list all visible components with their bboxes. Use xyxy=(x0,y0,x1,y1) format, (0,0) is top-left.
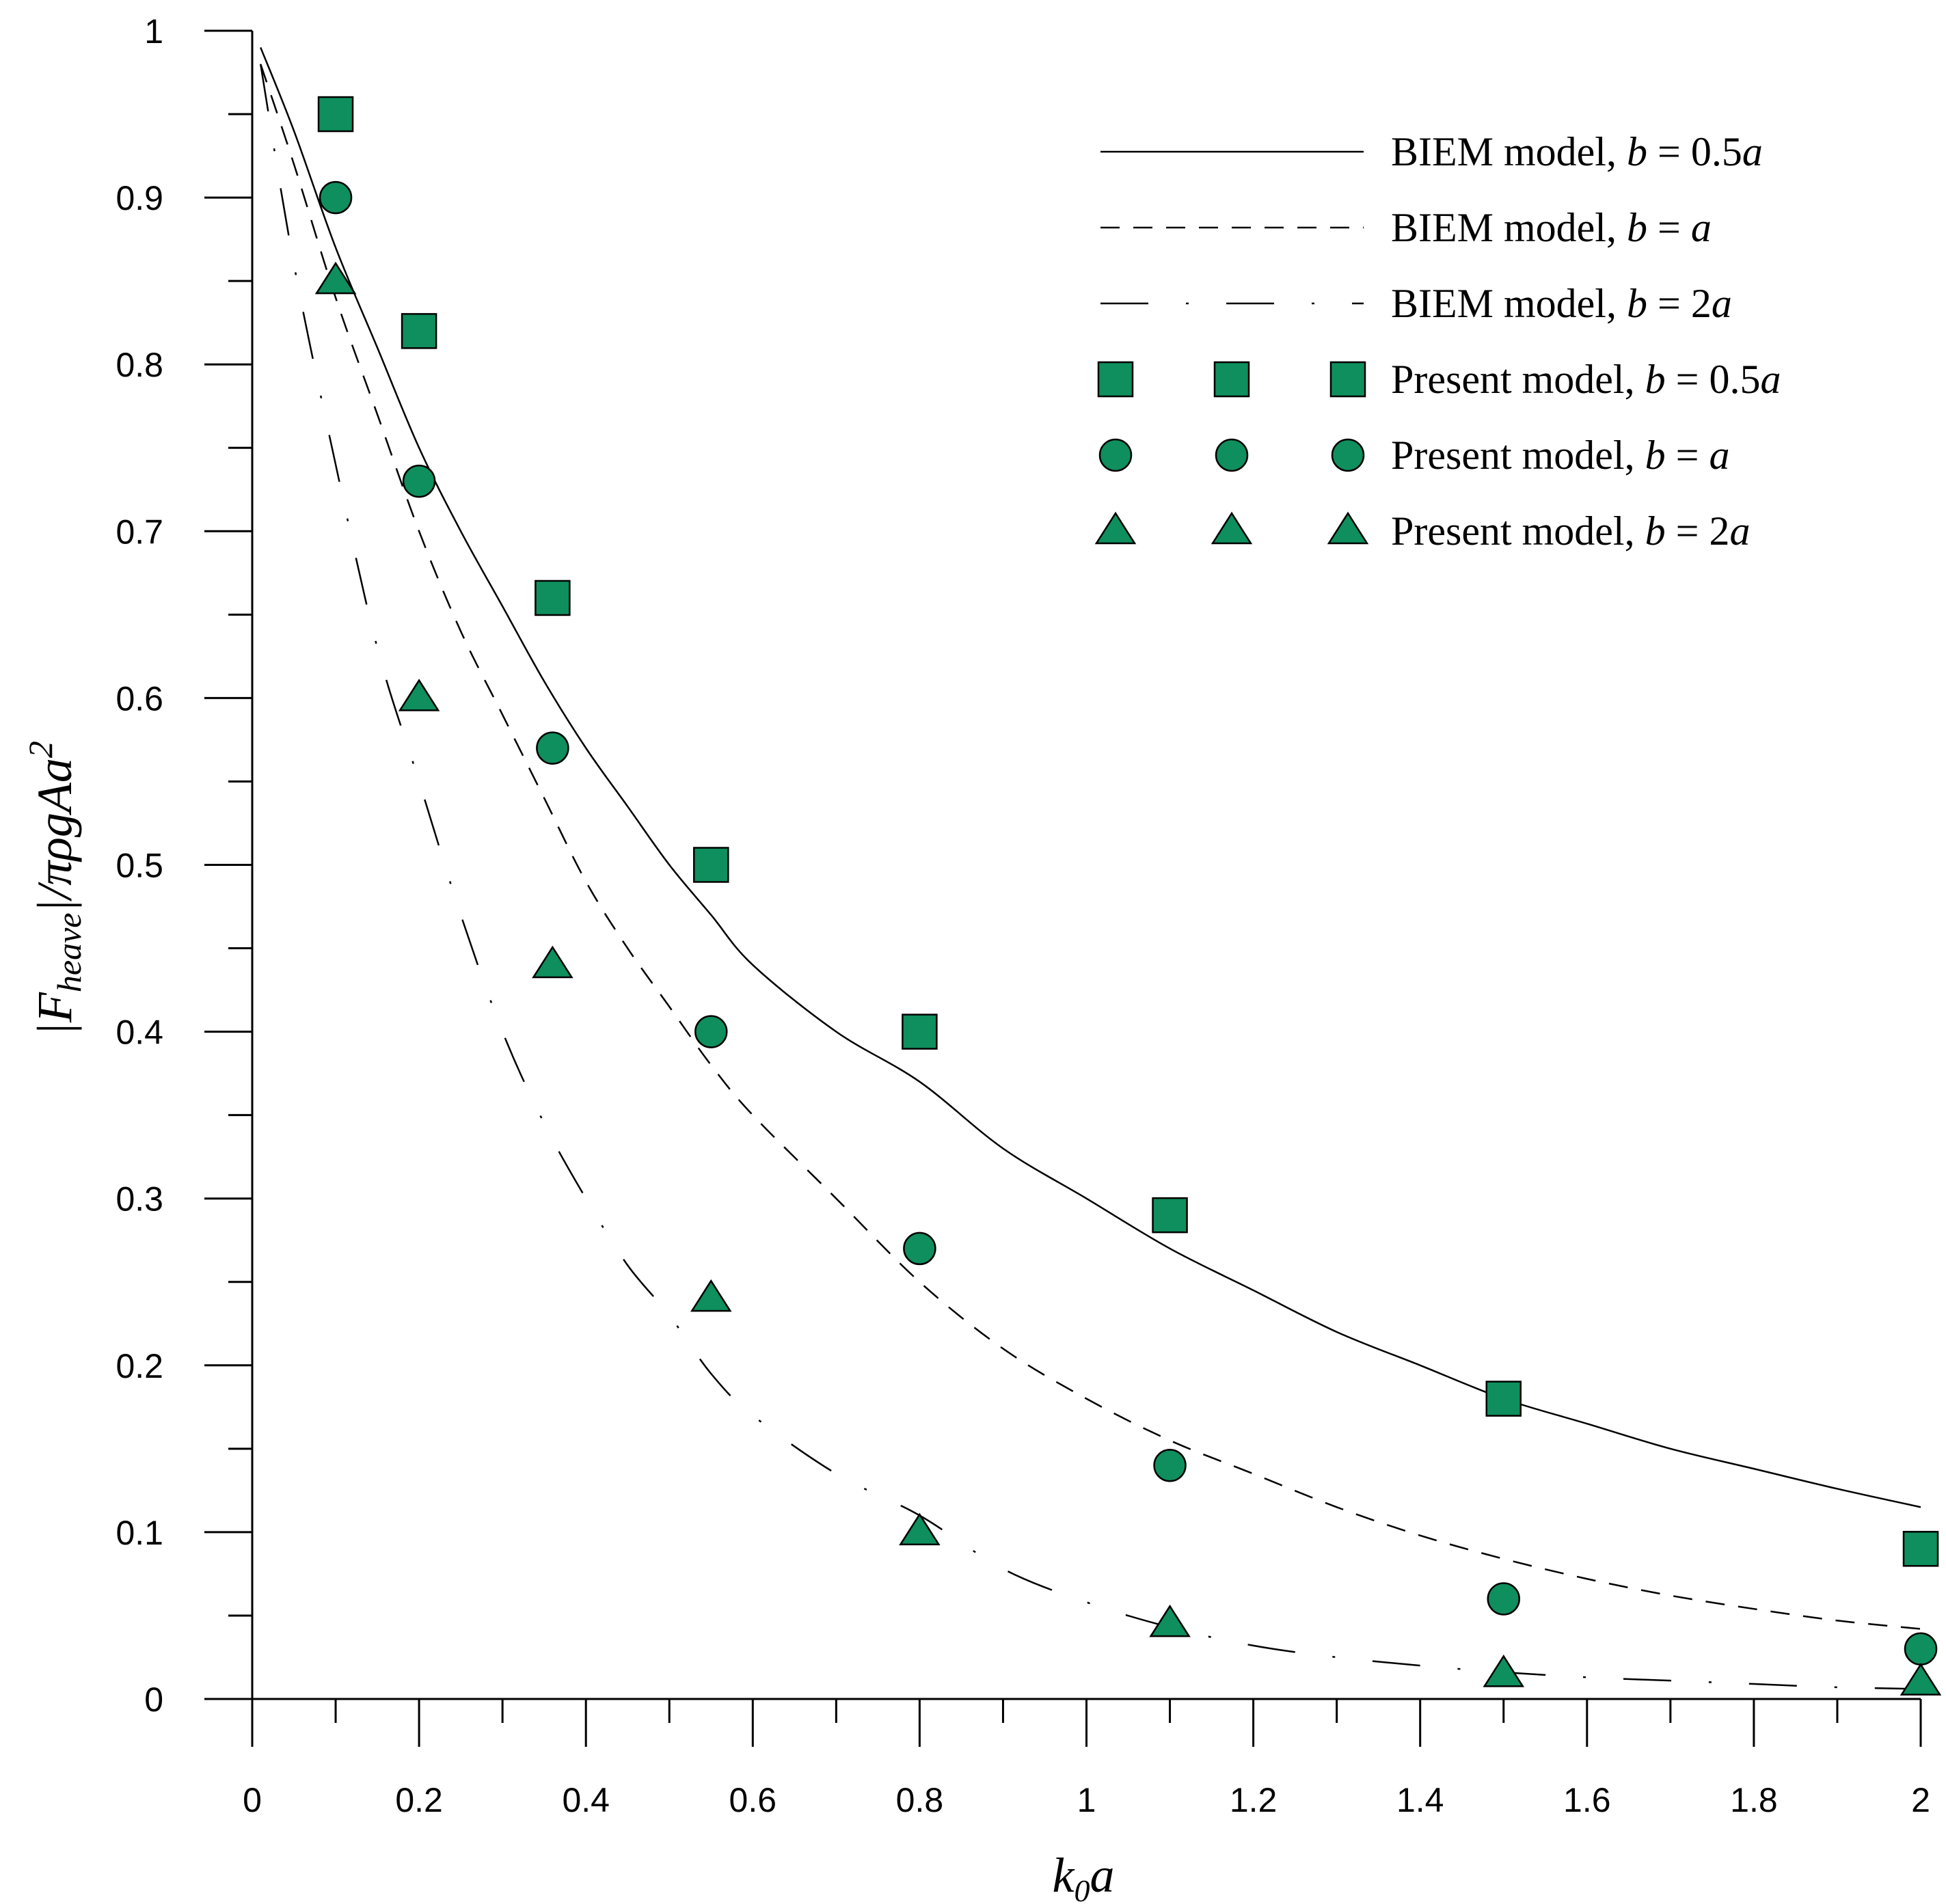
y-tick-label: 0.3 xyxy=(116,1180,163,1219)
circle-marker xyxy=(1904,1632,1938,1666)
square-marker xyxy=(535,580,571,616)
square-marker xyxy=(902,1014,938,1050)
circle-marker xyxy=(536,731,569,765)
x-axis-title: k0a xyxy=(1053,1848,1115,1904)
x-tick-label: 1.4 xyxy=(1396,1781,1444,1819)
triangle-marker xyxy=(532,945,573,979)
legend-label: BIEM model, b = 0.5a xyxy=(1391,129,1763,174)
legend-triangle-marker xyxy=(1211,511,1253,545)
x-tick-label: 0.8 xyxy=(896,1781,944,1819)
legend: BIEM model, b = 0.5a BIEM model, b = a BIE… xyxy=(1094,129,1781,554)
y-axis-title: |Fheave|/πρgAa2 xyxy=(21,741,88,1036)
legend-triangle-marker xyxy=(1094,511,1137,545)
legend-square-marker xyxy=(1213,361,1250,398)
legend-circle-marker xyxy=(1331,438,1365,472)
biem-curves xyxy=(259,46,1921,1690)
x-tick-label: 0.6 xyxy=(729,1781,777,1819)
circle-marker xyxy=(1153,1449,1187,1482)
legend-label: Present model, b = a xyxy=(1391,433,1729,478)
x-tick-label: 2 xyxy=(1911,1781,1930,1819)
circle-marker xyxy=(319,180,353,215)
x-tick-label: 1.6 xyxy=(1563,1781,1611,1819)
triangle-marker xyxy=(398,679,440,711)
legend-label: Present model, b = 2a xyxy=(1391,508,1750,554)
x-tick-label: 1 xyxy=(1077,1781,1096,1819)
legend-circle-marker xyxy=(1098,438,1133,472)
present-model-markers xyxy=(314,96,1942,1696)
circle-marker xyxy=(402,464,436,498)
curve-dashed xyxy=(260,64,1921,1630)
triangle-marker xyxy=(690,1279,732,1312)
square-marker xyxy=(1485,1381,1522,1417)
y-tick-label: 0.6 xyxy=(116,679,163,718)
y-axis-ticks: 0 0.1 0.2 0.3 0.4 0.5 0.6 0.7 0.8 0.9 1 xyxy=(116,12,252,1719)
legend-label: Present model, b = 0.5a xyxy=(1391,357,1781,402)
square-marker xyxy=(693,847,729,883)
triangle-marker xyxy=(1900,1663,1942,1696)
y-tick-label: 0.4 xyxy=(116,1014,163,1052)
curve-solid xyxy=(260,46,1921,1508)
circle-marker xyxy=(694,1015,728,1048)
legend-triangle-marker xyxy=(1327,511,1369,545)
y-tick-label: 0.7 xyxy=(116,513,163,551)
x-tick-label: 0.2 xyxy=(395,1781,443,1819)
curve-dash-dot xyxy=(259,64,1921,1690)
y-tick-label: 1 xyxy=(144,12,163,51)
legend-circle-marker xyxy=(1215,438,1249,472)
x-tick-label: 1.2 xyxy=(1230,1781,1278,1819)
legend-square-marker xyxy=(1329,361,1366,398)
x-tick-label: 0 xyxy=(243,1781,262,1819)
y-tick-label: 0.5 xyxy=(116,847,163,885)
triangle-marker xyxy=(1149,1604,1191,1637)
circle-marker xyxy=(1487,1582,1520,1616)
square-marker xyxy=(1152,1197,1188,1234)
legend-label: BIEM model, b = a xyxy=(1391,205,1712,250)
y-tick-label: 0 xyxy=(144,1681,163,1719)
triangle-marker xyxy=(1483,1655,1525,1687)
square-marker xyxy=(1902,1531,1939,1567)
y-tick-label: 0.8 xyxy=(116,346,163,384)
legend-square-marker xyxy=(1097,361,1134,398)
circle-marker xyxy=(903,1232,936,1266)
triangle-marker xyxy=(314,261,357,295)
legend-label: BIEM model, b = 2a xyxy=(1391,281,1732,326)
triangle-marker xyxy=(899,1512,941,1546)
y-tick-label: 0.9 xyxy=(116,179,163,217)
square-marker xyxy=(317,96,354,133)
square-marker xyxy=(401,313,437,349)
x-tick-label: 0.4 xyxy=(562,1781,610,1819)
x-tick-label: 1.8 xyxy=(1730,1781,1778,1819)
x-axis-ticks: 0 0.2 0.4 0.6 0.8 1 1.2 1.4 1.6 1.8 2 xyxy=(243,1699,1930,1819)
y-tick-label: 0.2 xyxy=(116,1347,163,1385)
y-tick-label: 0.1 xyxy=(116,1514,163,1552)
